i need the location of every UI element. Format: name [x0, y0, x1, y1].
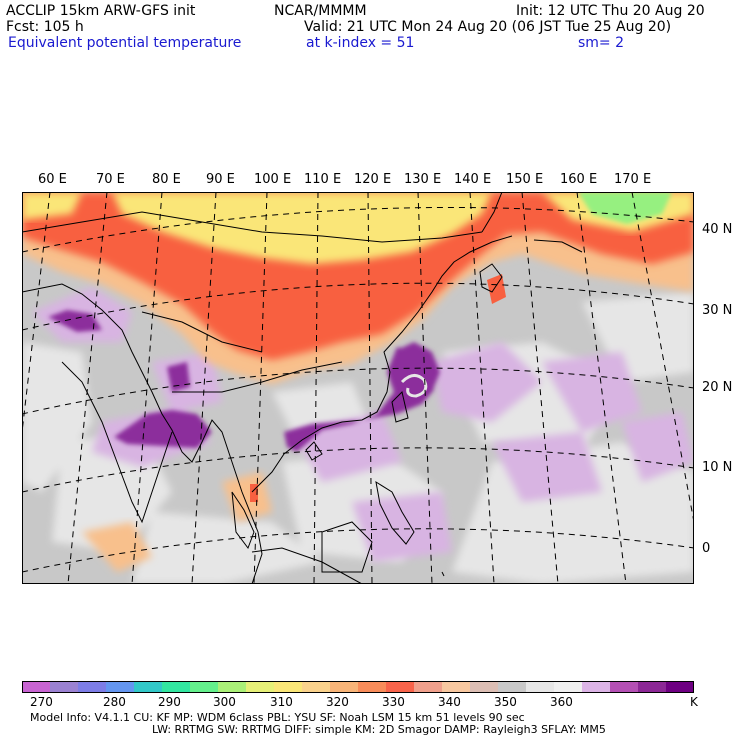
yellow-region [112, 192, 492, 264]
colorbar-cell [610, 681, 639, 693]
colorbar-cell [386, 681, 415, 693]
colorbar-cell [554, 681, 583, 693]
field-name: Equivalent potential temperature [8, 35, 242, 51]
colorbar-cell [106, 681, 135, 693]
colorbar-cell [666, 681, 694, 693]
lon-label: 80 E [152, 172, 181, 187]
valid-time: Valid: 21 UTC Mon 24 Aug 20 (06 JST Tue … [304, 19, 672, 35]
green-region [578, 192, 672, 224]
colorbar-label: 350 [494, 695, 517, 709]
lon-label: 160 E [560, 172, 598, 187]
colorbar-cell [582, 681, 611, 693]
colorbar-cell [470, 681, 499, 693]
colorbar-cell [414, 681, 443, 693]
lat-label: 40 N [702, 222, 733, 237]
colorbar-unit: K [690, 695, 698, 709]
colorbar-cell [274, 681, 303, 693]
colorbar-label: 290 [158, 695, 181, 709]
colorbar-cell [358, 681, 387, 693]
colorbar-cell [162, 681, 191, 693]
lat-label: 30 N [702, 303, 733, 318]
model-title: ACCLIP 15km ARW-GFS init [6, 3, 196, 19]
colorbar-cell [50, 681, 79, 693]
lat-label: 10 N [702, 460, 733, 475]
colorbar-label: 310 [270, 695, 293, 709]
lon-label: 140 E [454, 172, 492, 187]
colorbar-label: 270 [30, 695, 53, 709]
colorbar-cell [526, 681, 555, 693]
map-border [22, 192, 694, 584]
colorbar-label: 360 [550, 695, 573, 709]
colorbar-cell [190, 681, 219, 693]
colorbar-cell [134, 681, 163, 693]
lon-label: 170 E [614, 172, 652, 187]
model-info-line1: Model Info: V4.1.1 CU: KF MP: WDM 6class… [30, 711, 525, 724]
colorbar-cell [442, 681, 471, 693]
organization-label: NCAR/MMMM [274, 3, 367, 19]
lon-label: 60 E [38, 172, 67, 187]
smoothing-label: sm= 2 [578, 35, 625, 51]
init-time: Init: 12 UTC Thu 20 Aug 20 [516, 3, 705, 19]
colorbar-cell [638, 681, 667, 693]
red-spot [250, 484, 258, 502]
colorbar-cell [498, 681, 527, 693]
theta-e-map [22, 192, 694, 584]
dark-purple-region [48, 310, 440, 452]
colorbar-cell [78, 681, 107, 693]
lon-label: 110 E [304, 172, 342, 187]
colorbar-cells [22, 681, 694, 693]
lon-label: 100 E [254, 172, 292, 187]
colorbar-label: 300 [213, 695, 236, 709]
yellow-region [22, 192, 82, 220]
lon-label: 130 E [404, 172, 442, 187]
longitude-lines [22, 192, 694, 584]
colorbar-label: 280 [103, 695, 126, 709]
red-spot [487, 274, 506, 304]
lon-label: 150 E [506, 172, 544, 187]
lon-label: 70 E [96, 172, 125, 187]
lat-label: 20 N [702, 380, 733, 395]
lat-label: 0 [702, 541, 711, 556]
level-label: at k-index = 51 [306, 35, 415, 51]
lon-label: 120 E [354, 172, 392, 187]
forecast-hour: Fcst: 105 h [6, 19, 84, 35]
colorbar-border [22, 681, 694, 693]
colorbar-cell [330, 681, 359, 693]
model-info-line2: LW: RRTMG SW: RRTMG DIFF: simple KM: 2D … [152, 723, 606, 736]
colorbar-cell [218, 681, 247, 693]
light-purple-region [32, 287, 694, 562]
lon-label: 90 E [206, 172, 235, 187]
colorbar-label: 340 [438, 695, 461, 709]
colorbar-cell [22, 681, 51, 693]
orange-region [82, 522, 152, 572]
coastlines [22, 192, 583, 584]
colorbar-label: 330 [382, 695, 405, 709]
colorbar-cell [302, 681, 331, 693]
colorbar [22, 681, 694, 693]
colorbar-label: 320 [326, 695, 349, 709]
colorbar-cell [246, 681, 275, 693]
